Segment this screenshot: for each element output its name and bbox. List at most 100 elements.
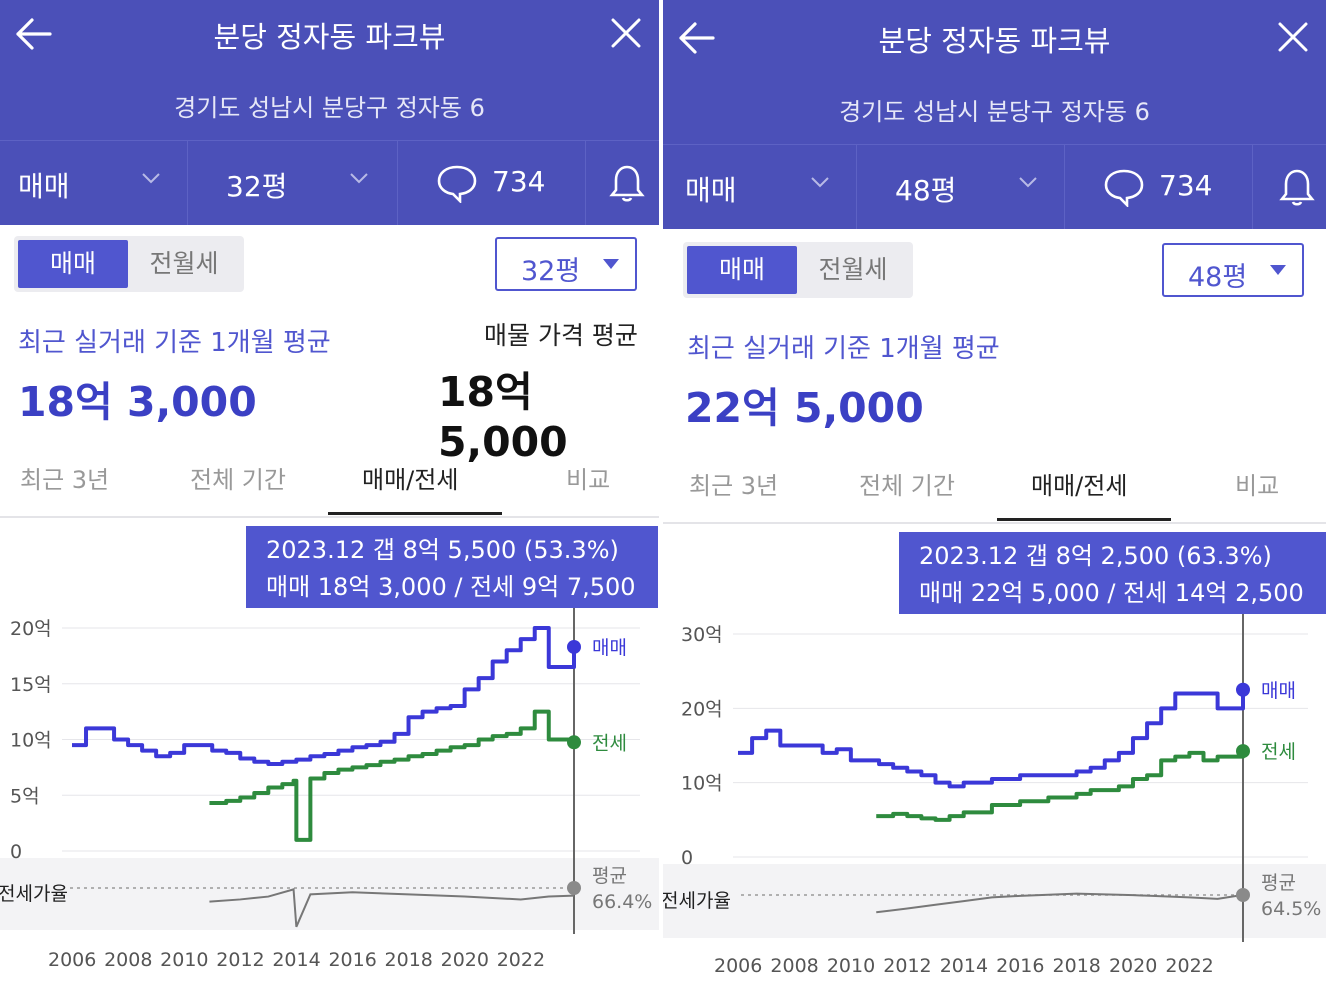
x-tick-label: 2018 bbox=[1053, 955, 1101, 977]
series-line-ratio bbox=[876, 892, 1244, 914]
ask-avg-label: 매물 가격 평균 bbox=[484, 321, 638, 350]
x-tick-label: 2010 bbox=[827, 955, 875, 977]
segment-sale[interactable]: 매매 bbox=[18, 240, 128, 288]
ratio-end-point bbox=[1236, 888, 1250, 902]
sale-end-point bbox=[567, 639, 581, 654]
chevron-down-icon bbox=[811, 177, 829, 188]
y-tick-label: 20억 bbox=[681, 698, 723, 720]
chevron-down-icon bbox=[350, 173, 368, 184]
trade-type-label: 매매 bbox=[18, 170, 70, 203]
jeonse-end-point bbox=[567, 735, 581, 750]
series-label-jeonse: 전세 bbox=[592, 732, 627, 754]
trade-type-dropdown[interactable]: 매매 bbox=[0, 141, 188, 225]
x-tick-label: 2012 bbox=[883, 955, 931, 977]
tab-recent-3y[interactable]: 최근 3년 bbox=[689, 472, 779, 500]
page-title: 분당 정자동 파크뷰 bbox=[213, 20, 446, 54]
price-chart[interactable]: 20억 15억 10억 5억 0 2006 2008 2010 2012 2014 2016 2018… bbox=[0, 0, 659, 985]
tab-sale-jeonse[interactable]: 매매/전세 bbox=[1031, 472, 1128, 500]
series-label-sale: 매매 bbox=[1261, 680, 1296, 702]
ask-avg-value: 18억 5,000 bbox=[438, 368, 568, 466]
toolbar: 매매 32평 734 bbox=[0, 140, 659, 225]
tooltip-line1: 2023.12 갭 8억 2,500 (63.3%) bbox=[919, 542, 1272, 570]
ratio-end-point bbox=[567, 881, 581, 895]
x-tick-label: 2022 bbox=[497, 949, 545, 971]
bell-icon[interactable] bbox=[1279, 167, 1315, 207]
size-label: 32평 bbox=[226, 170, 288, 203]
tab-all-period[interactable]: 전체 기간 bbox=[859, 472, 955, 500]
trade-segment: 매매 전월세 bbox=[14, 236, 244, 292]
y-tick-label: 0 bbox=[681, 847, 693, 869]
ratio-avg-label: 평균 bbox=[1261, 872, 1296, 894]
comments-button[interactable]: 734 bbox=[1065, 145, 1253, 229]
panel-left: 분당 정자동 파크뷰 경기도 성남시 분당구 정자동 6 매매 32평 734 … bbox=[0, 0, 659, 985]
ratio-band bbox=[663, 864, 1326, 938]
size-select[interactable]: 32평 bbox=[495, 237, 637, 291]
speech-bubble-icon bbox=[437, 165, 477, 203]
tab-all-period[interactable]: 전체 기간 bbox=[190, 466, 286, 494]
x-tick-label: 2018 bbox=[385, 949, 433, 971]
header: 분당 정자동 파크뷰 경기도 성남시 분당구 정자동 6 bbox=[0, 0, 659, 140]
x-tick-label: 2012 bbox=[216, 949, 264, 971]
comment-count: 734 bbox=[1159, 169, 1213, 202]
series-label-jeonse: 전세 bbox=[1261, 741, 1296, 763]
series-line-jeonse bbox=[209, 709, 576, 842]
size-select-value: 48평 bbox=[1188, 262, 1248, 293]
ratio-label: 전세가율 bbox=[0, 883, 68, 905]
x-tick-label: 2020 bbox=[441, 949, 489, 971]
tooltip-line2: 매매 22억 5,000 / 전세 14억 2,500 bbox=[919, 579, 1304, 607]
series-line-ratio bbox=[209, 888, 575, 928]
size-dropdown[interactable]: 48평 bbox=[857, 145, 1065, 229]
chart-tooltip: 2023.12 갭 8억 2,500 (63.3%) 매매 22억 5,000 … bbox=[899, 532, 1326, 614]
size-select-value: 32평 bbox=[521, 256, 581, 287]
segment-rent[interactable]: 전월세 bbox=[149, 249, 219, 278]
trade-type-dropdown[interactable]: 매매 bbox=[663, 145, 857, 229]
segment-sale[interactable]: 매매 bbox=[687, 246, 797, 294]
x-tick-label: 2006 bbox=[48, 949, 96, 971]
ratio-label: 전세가율 bbox=[663, 890, 731, 912]
jeonse-end-point bbox=[1236, 744, 1250, 759]
recent-avg-value: 22억 5,000 bbox=[685, 384, 924, 432]
tab-recent-3y[interactable]: 최근 3년 bbox=[20, 466, 110, 494]
back-arrow-icon[interactable] bbox=[14, 16, 54, 52]
size-dropdown[interactable]: 32평 bbox=[188, 141, 398, 225]
chevron-down-icon bbox=[1019, 177, 1037, 188]
x-tick-label: 2006 bbox=[714, 955, 762, 977]
y-tick-label: 20억 bbox=[10, 618, 52, 640]
price-chart[interactable]: 30억 20억 10억 0 2006 2008 2010 2012 2014 2016 2018 20… bbox=[663, 0, 1326, 985]
tooltip-line2: 매매 18억 3,000 / 전세 9억 7,500 bbox=[266, 573, 636, 601]
series-line-sale bbox=[738, 689, 1245, 789]
series-label-sale: 매매 bbox=[592, 637, 627, 659]
tooltip-line1: 2023.12 갭 8억 5,500 (53.3%) bbox=[266, 536, 619, 564]
page-title: 분당 정자동 파크뷰 bbox=[878, 24, 1111, 58]
y-tick-label: 5억 bbox=[10, 785, 40, 807]
x-tick-label: 2014 bbox=[272, 949, 320, 971]
x-tick-label: 2010 bbox=[160, 949, 208, 971]
y-tick-label: 30억 bbox=[681, 624, 723, 646]
chart-tooltip: 2023.12 갭 8억 5,500 (53.3%) 매매 18억 3,000 … bbox=[246, 526, 658, 608]
x-tick-label: 2014 bbox=[940, 955, 988, 977]
comment-count: 734 bbox=[492, 165, 546, 198]
comments-button[interactable]: 734 bbox=[398, 141, 586, 225]
tab-compare[interactable]: 비교 bbox=[566, 466, 611, 494]
series-line-sale bbox=[72, 626, 576, 767]
x-tick-label: 2008 bbox=[104, 949, 152, 971]
y-tick-label: 10억 bbox=[681, 773, 723, 795]
ratio-avg-value: 66.4% bbox=[592, 891, 652, 913]
x-tick-label: 2016 bbox=[328, 949, 376, 971]
toolbar: 매매 48평 734 bbox=[663, 144, 1326, 229]
tab-sale-jeonse[interactable]: 매매/전세 bbox=[362, 466, 459, 494]
ratio-avg-value: 64.5% bbox=[1261, 898, 1321, 920]
bell-icon[interactable] bbox=[609, 163, 645, 203]
tab-compare[interactable]: 비교 bbox=[1235, 472, 1280, 500]
recent-avg-value: 18억 3,000 bbox=[18, 378, 257, 426]
caret-down-icon bbox=[603, 259, 619, 269]
back-arrow-icon[interactable] bbox=[677, 20, 717, 56]
segment-rent[interactable]: 전월세 bbox=[818, 255, 888, 284]
address: 경기도 성남시 분당구 정자동 6 bbox=[839, 98, 1150, 126]
ratio-avg-label: 평균 bbox=[592, 865, 627, 887]
y-tick-label: 0 bbox=[10, 841, 22, 863]
close-icon[interactable] bbox=[609, 16, 643, 50]
close-icon[interactable] bbox=[1276, 20, 1310, 54]
period-tabs: 최근 3년 전체 기간 매매/전세 비교 bbox=[663, 452, 1326, 524]
size-select[interactable]: 48평 bbox=[1162, 243, 1304, 297]
